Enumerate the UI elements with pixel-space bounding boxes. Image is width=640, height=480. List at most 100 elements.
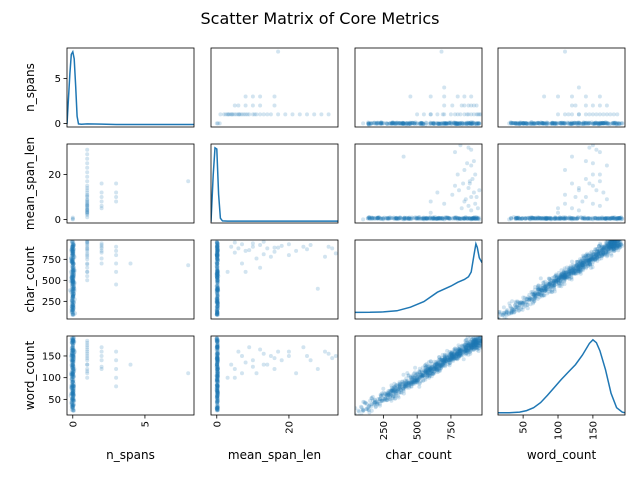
scatter-point bbox=[438, 121, 443, 126]
scatter-point bbox=[430, 215, 435, 220]
scatter-point bbox=[434, 361, 439, 366]
scatter-point bbox=[388, 397, 393, 402]
scatter-point bbox=[514, 122, 519, 126]
scatter-point bbox=[570, 271, 575, 276]
scatter-point bbox=[71, 291, 76, 296]
scatter-point bbox=[447, 120, 451, 125]
scatter-point bbox=[114, 367, 119, 371]
scatter-point bbox=[552, 278, 557, 283]
scatter-point bbox=[368, 402, 373, 407]
scatter-point bbox=[215, 287, 220, 292]
scatter-point bbox=[554, 279, 559, 284]
scatter-point bbox=[70, 253, 75, 258]
scatter-point bbox=[71, 396, 76, 401]
scatter-point bbox=[452, 120, 457, 125]
scatter-point bbox=[216, 391, 220, 396]
scatter-point bbox=[393, 391, 398, 396]
scatter-point bbox=[576, 186, 581, 190]
scatter-point bbox=[529, 298, 534, 303]
scatter-point bbox=[215, 249, 220, 254]
scatter-point bbox=[470, 216, 475, 221]
scatter-point bbox=[584, 254, 589, 259]
scatter-point bbox=[390, 396, 395, 401]
scatter-point bbox=[568, 265, 573, 270]
scatter-point bbox=[591, 250, 596, 255]
scatter-point bbox=[466, 343, 470, 348]
scatter-point bbox=[541, 121, 546, 126]
scatter-point bbox=[450, 103, 455, 108]
scatter-point bbox=[450, 350, 455, 355]
scatter-point bbox=[456, 354, 461, 359]
scatter-point bbox=[423, 122, 428, 127]
scatter-point bbox=[473, 340, 478, 344]
scatter-point bbox=[85, 347, 90, 352]
scatter-point bbox=[542, 289, 547, 294]
scatter-point bbox=[569, 216, 574, 221]
scatter-point bbox=[446, 355, 451, 360]
scatter-point bbox=[612, 249, 616, 253]
scatter-point bbox=[509, 120, 514, 125]
scatter-point bbox=[407, 382, 412, 387]
scatter-point bbox=[71, 393, 76, 398]
scatter-point bbox=[404, 382, 409, 387]
scatter-point bbox=[565, 274, 570, 279]
scatter-point bbox=[466, 343, 471, 348]
scatter-point bbox=[544, 215, 549, 220]
scatter-point bbox=[563, 273, 567, 278]
scatter-point bbox=[605, 242, 610, 247]
scatter-point bbox=[601, 251, 606, 256]
scatter-point bbox=[474, 342, 479, 347]
scatter-point bbox=[618, 215, 623, 220]
scatter-point bbox=[423, 365, 428, 370]
scatter-point bbox=[476, 121, 481, 126]
scatter-point bbox=[552, 121, 557, 125]
scatter-point bbox=[549, 217, 553, 222]
scatter-point bbox=[517, 303, 522, 308]
scatter-point bbox=[215, 260, 220, 265]
scatter-point bbox=[506, 312, 511, 317]
scatter-point bbox=[444, 121, 448, 126]
scatter-point bbox=[475, 336, 480, 341]
scatter-point bbox=[215, 405, 220, 410]
scatter-point bbox=[215, 379, 220, 383]
scatter-point bbox=[458, 353, 463, 358]
scatter-point bbox=[215, 339, 220, 344]
scatter-point bbox=[360, 409, 365, 414]
scatter-point bbox=[403, 384, 408, 389]
scatter-point bbox=[85, 274, 90, 279]
scatter-point bbox=[475, 339, 480, 344]
scatter-point bbox=[440, 362, 445, 367]
scatter-point bbox=[85, 210, 90, 215]
scatter-point bbox=[453, 356, 458, 361]
scatter-point bbox=[215, 405, 220, 410]
scatter-point bbox=[85, 200, 90, 205]
scatter-point bbox=[217, 121, 222, 126]
scatter-point bbox=[554, 272, 558, 277]
scatter-point bbox=[215, 247, 220, 252]
scatter-point bbox=[382, 397, 387, 402]
scatter-point bbox=[215, 256, 220, 261]
scatter-point bbox=[551, 275, 556, 280]
scatter-point bbox=[434, 366, 439, 371]
scatter-point bbox=[602, 251, 607, 256]
scatter-point bbox=[455, 112, 460, 117]
scatter-point bbox=[412, 378, 417, 383]
panel-marks bbox=[67, 49, 194, 126]
scatter-point bbox=[426, 216, 431, 221]
scatter-point bbox=[430, 368, 435, 373]
scatter-point bbox=[70, 274, 75, 279]
scatter-point bbox=[258, 103, 263, 108]
scatter-point bbox=[509, 121, 513, 125]
scatter-point bbox=[608, 240, 612, 244]
scatter-point bbox=[368, 216, 373, 221]
scatter-point bbox=[607, 122, 612, 127]
scatter-point bbox=[565, 269, 570, 274]
scatter-point bbox=[394, 121, 399, 126]
scatter-point bbox=[71, 353, 76, 358]
scatter-point bbox=[398, 388, 403, 393]
scatter-point bbox=[470, 343, 475, 348]
scatter-point bbox=[243, 360, 248, 365]
scatter-point bbox=[435, 362, 440, 367]
kde-line-word_count bbox=[498, 338, 625, 414]
scatter-point bbox=[546, 281, 551, 286]
